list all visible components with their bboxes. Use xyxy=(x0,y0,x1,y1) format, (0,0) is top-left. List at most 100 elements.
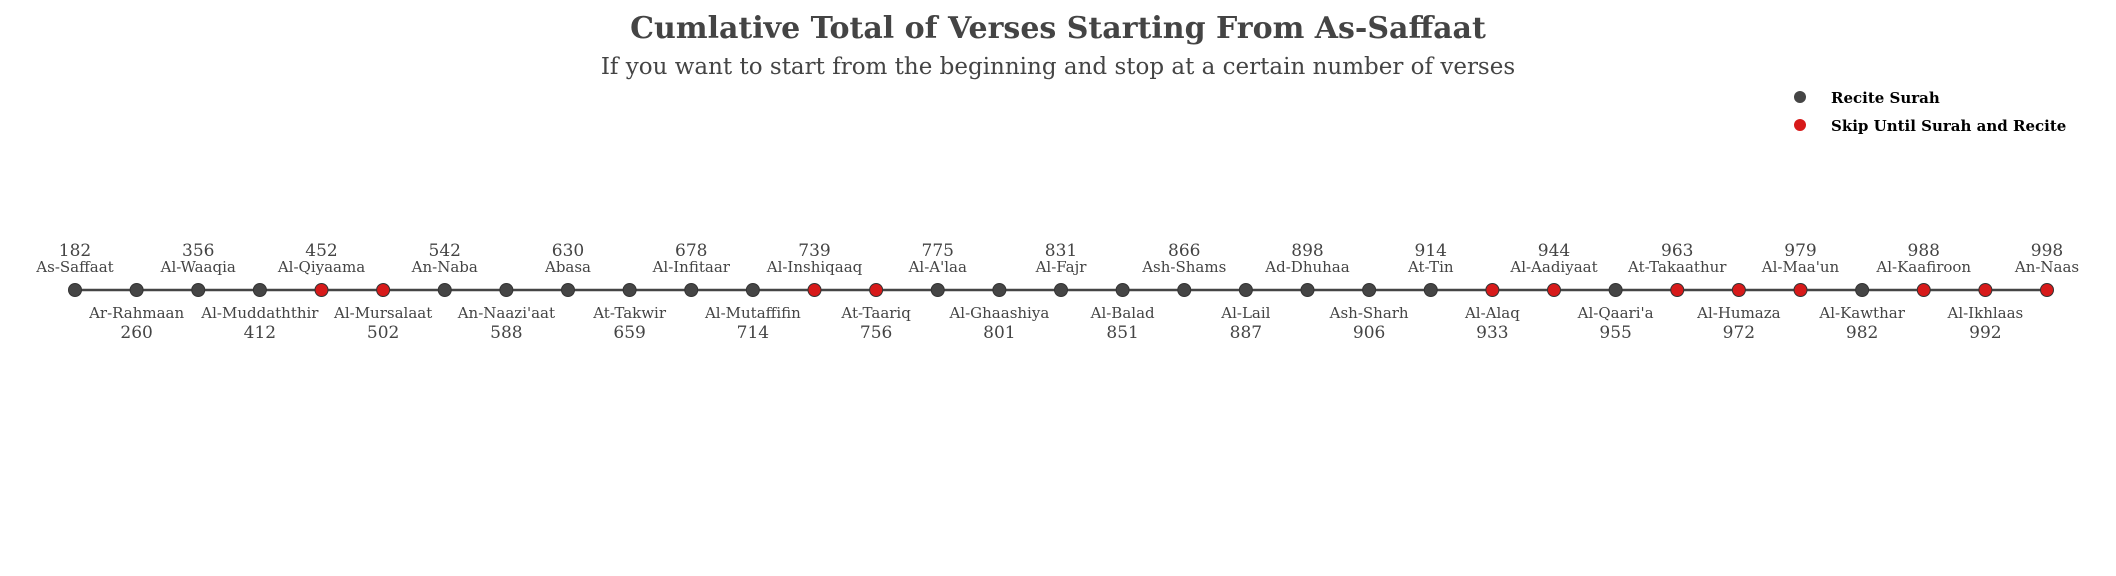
cumulative-label: 914 xyxy=(1415,241,1447,261)
point-marker xyxy=(1362,283,1377,297)
cumulative-label: 887 xyxy=(1230,323,1262,343)
surah-label: An-Naba xyxy=(411,258,478,276)
cumulative-label: 739 xyxy=(798,241,830,261)
surah-label: Al-Muddaththir xyxy=(200,304,319,322)
cumulative-label: 412 xyxy=(244,323,276,343)
surah-label: Al-Fajr xyxy=(1035,258,1088,276)
cumulative-label: 452 xyxy=(305,241,337,261)
point-marker xyxy=(437,283,452,297)
point-marker xyxy=(376,283,391,297)
point-marker xyxy=(499,283,514,297)
legend-marker-skip xyxy=(1794,119,1806,131)
cumulative-label: 944 xyxy=(1538,241,1570,261)
point-marker xyxy=(252,283,267,297)
surah-label: Al-Waaqia xyxy=(160,258,236,276)
surah-label: Al-Infitaar xyxy=(652,258,731,276)
point-marker xyxy=(1300,283,1315,297)
cumulative-label: 630 xyxy=(552,241,584,261)
surah-label: Ash-Sharh xyxy=(1329,304,1409,322)
point-marker xyxy=(1793,283,1808,297)
surah-label: Al-Kawthar xyxy=(1818,304,1905,322)
surah-label: Al-Qiyaama xyxy=(277,258,365,276)
point-marker xyxy=(1238,283,1253,297)
surah-label: Al-Kaafiroon xyxy=(1875,258,1971,276)
point-marker xyxy=(745,283,760,297)
cumulative-label: 502 xyxy=(367,323,399,343)
surah-label: At-Takwir xyxy=(592,304,667,322)
point-marker xyxy=(1978,283,1993,297)
surah-label: Al-Humaza xyxy=(1696,304,1781,322)
cumulative-label: 542 xyxy=(429,241,461,261)
surah-label: Ad-Dhuhaa xyxy=(1264,258,1349,276)
cumulative-label: 831 xyxy=(1045,241,1077,261)
cumulative-label: 972 xyxy=(1723,323,1755,343)
cumulative-label: 955 xyxy=(1599,323,1631,343)
legend-marker-recite xyxy=(1794,91,1806,103)
cumulative-label: 982 xyxy=(1846,323,1878,343)
surah-label: Ash-Shams xyxy=(1141,258,1226,276)
surah-label: At-Taariq xyxy=(840,304,911,322)
point-marker xyxy=(1054,283,1068,297)
legend: Recite Surah Skip Until Surah and Recite xyxy=(1794,89,2066,135)
point-marker xyxy=(561,283,575,297)
point-marker xyxy=(314,283,329,297)
surah-label: Ar-Rahmaan xyxy=(88,304,184,322)
point-marker xyxy=(68,283,82,297)
surah-label: Abasa xyxy=(544,258,591,276)
surah-label: As-Saffaat xyxy=(35,258,113,276)
legend-label-recite: Recite Surah xyxy=(1831,89,1940,107)
cumulative-label: 182 xyxy=(59,241,91,261)
chart-subtitle: If you want to start from the beginning … xyxy=(601,54,1515,80)
cumulative-label: 963 xyxy=(1661,241,1693,261)
chart-title: Cumlative Total of Verses Starting From … xyxy=(630,11,1486,46)
cumulative-label: 678 xyxy=(675,241,707,261)
surah-label: Al-Maa'un xyxy=(1761,258,1840,276)
cumulative-label: 356 xyxy=(182,241,214,261)
point-marker xyxy=(191,283,206,297)
surah-label: Al-A'laa xyxy=(908,258,967,276)
surah-label: Al-Ghaashiya xyxy=(948,304,1049,322)
legend-label-skip: Skip Until Surah and Recite xyxy=(1831,117,2066,135)
point-marker xyxy=(622,283,637,297)
point-marker xyxy=(129,283,144,297)
surah-label: At-Takaathur xyxy=(1627,258,1727,276)
surah-label: Al-Aadiyaat xyxy=(1509,258,1597,276)
cumulative-label: 866 xyxy=(1168,241,1200,261)
point-marker xyxy=(869,283,884,297)
cumulative-label: 898 xyxy=(1291,241,1323,261)
surah-label: Al-Inshiqaaq xyxy=(766,258,863,276)
point-marker xyxy=(1547,283,1561,297)
point-marker xyxy=(1485,283,1500,297)
surah-label: An-Naazi'aat xyxy=(457,304,555,322)
cumulative-label: 659 xyxy=(613,323,645,343)
point-marker xyxy=(992,283,1007,297)
point-marker xyxy=(684,283,699,297)
surah-label: Al-Mursalaat xyxy=(333,304,432,322)
point-marker xyxy=(1423,283,1438,297)
point-marker xyxy=(1916,283,1931,297)
cumulative-label: 714 xyxy=(737,323,769,343)
cumulative-label: 992 xyxy=(1969,323,2001,343)
cumulative-label: 588 xyxy=(490,323,522,343)
point-marker xyxy=(930,283,945,297)
cumulative-label: 260 xyxy=(120,323,152,343)
cumulative-label: 851 xyxy=(1106,323,1138,343)
point-marker xyxy=(1177,283,1192,297)
point-marker xyxy=(1855,283,1870,297)
surah-label: Al-Alaq xyxy=(1464,304,1520,322)
surah-label: Al-Balad xyxy=(1090,304,1155,322)
surah-label: Al-Mutaffifin xyxy=(704,304,801,322)
point-marker xyxy=(807,283,822,297)
surah-label: Al-Ikhlaas xyxy=(1946,304,2023,322)
point-marker xyxy=(2040,283,2054,297)
cumulative-label: 933 xyxy=(1476,323,1508,343)
cumulative-label: 801 xyxy=(983,323,1015,343)
cumulative-label: 906 xyxy=(1353,323,1385,343)
cumulative-label: 988 xyxy=(1908,241,1940,261)
surah-label: Al-Lail xyxy=(1220,304,1270,322)
surah-label: Al-Qaari'a xyxy=(1577,304,1654,322)
cumulative-label: 998 xyxy=(2031,241,2063,261)
point-marker xyxy=(1731,283,1746,297)
